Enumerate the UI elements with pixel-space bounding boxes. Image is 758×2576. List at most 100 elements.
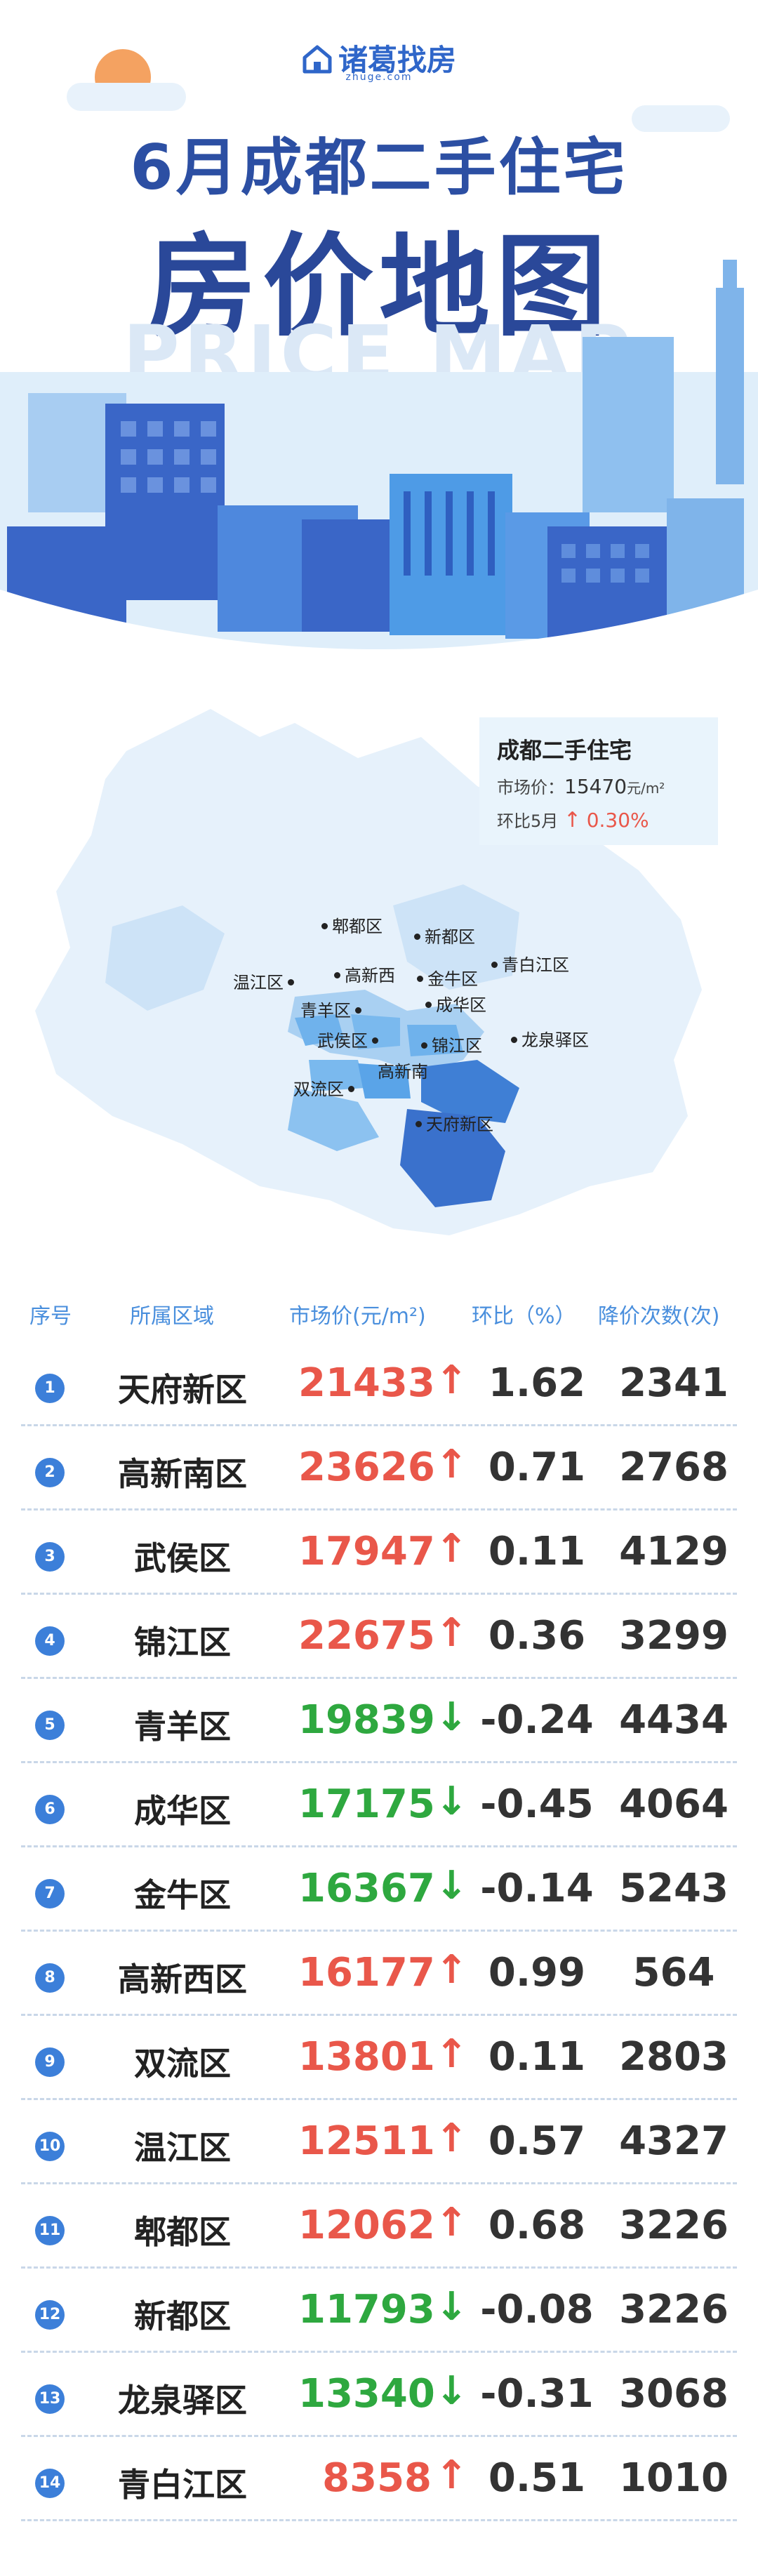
trend-up-icon: ↑ xyxy=(435,2116,468,2161)
table-row: 5 青羊区 19839 ↓ -0.24 4434 xyxy=(21,1679,737,1763)
change-value: 0.71 xyxy=(488,1445,586,1490)
trend-down-icon: ↓ xyxy=(435,2368,468,2414)
table-row: 8 高新西区 16177 ↑ 0.99 564 xyxy=(21,1932,737,2016)
table-row: 3 武侯区 17947 ↑ 0.11 4129 xyxy=(21,1511,737,1595)
change-value: 0.36 xyxy=(488,1613,586,1659)
cut-count: 5243 xyxy=(619,1866,729,1911)
map-label-jinniu: 金牛区 xyxy=(417,965,478,990)
table-row: 12 新都区 11793 ↓ -0.08 3226 xyxy=(21,2269,737,2353)
price-value: 15470 xyxy=(564,775,627,798)
cut-count: 564 xyxy=(632,1950,715,1996)
row-divider xyxy=(21,2182,737,2184)
price-value: 12062 xyxy=(298,2203,435,2248)
price-value: 13801 xyxy=(298,2034,435,2080)
price-value: 17947 xyxy=(298,1529,435,1574)
table-row: 14 青白江区 8358 ↑ 0.51 1010 xyxy=(21,2437,737,2521)
mom-label: 环比5月 xyxy=(497,811,559,831)
row-divider xyxy=(21,1761,737,1763)
page-subtitle: 房价地图 xyxy=(146,223,612,352)
map-label-longquanyi: 龙泉驿区 xyxy=(511,1026,589,1051)
cut-count: 1010 xyxy=(619,2455,729,2501)
cut-count: 3226 xyxy=(619,2287,729,2332)
table-row: 6 成华区 17175 ↓ -0.45 4064 xyxy=(21,1763,737,1847)
change-value: 0.57 xyxy=(488,2118,586,2164)
region-name: 锦江区 xyxy=(134,1624,231,1661)
row-divider xyxy=(21,2519,737,2521)
row-divider xyxy=(21,2435,737,2437)
table-row: 4 锦江区 22675 ↑ 0.36 3299 xyxy=(21,1595,737,1679)
hero-banner: 诸葛找房 zhuge.com 6月成都二手住宅 房价地图 PRICE MAP xyxy=(0,0,758,653)
price-value: 22675 xyxy=(298,1613,435,1659)
row-divider xyxy=(21,1845,737,1847)
trend-down-icon: ↓ xyxy=(435,1779,468,1824)
cut-count: 2803 xyxy=(619,2034,729,2080)
price-value: 12511 xyxy=(298,2118,435,2164)
map-label-qingbaijiang: 青白江区 xyxy=(491,951,569,976)
region-name: 青羊区 xyxy=(134,1708,231,1746)
cut-count: 4064 xyxy=(619,1781,729,1827)
rank-badge: 1 xyxy=(35,1374,65,1403)
header-region: 所属区域 xyxy=(130,1304,214,1329)
map-label-pidu: 郫都区 xyxy=(321,912,383,937)
header-price: 市场价(元/m²) xyxy=(289,1304,426,1329)
region-name: 高新西区 xyxy=(118,1960,247,1998)
cut-count: 4434 xyxy=(619,1697,729,1743)
rank-badge: 2 xyxy=(35,1458,65,1487)
mom-value: 0.30% xyxy=(586,809,649,832)
house-icon xyxy=(302,45,332,74)
table-header: 序号 所属区域 市场价(元/m²) 环比（%） 降价次数(次) xyxy=(0,1284,758,1334)
summary-price: 市场价：15470元/m² xyxy=(497,774,665,798)
price-value: 16177 xyxy=(298,1950,435,1996)
region-name: 高新南区 xyxy=(118,1455,247,1493)
map-label-jinjiang: 锦江区 xyxy=(421,1032,482,1056)
brand-sub: zhuge.com xyxy=(345,72,413,83)
trend-up-icon: ↑ xyxy=(435,1357,468,1403)
rank-badge: 5 xyxy=(35,1711,65,1740)
cut-count: 2341 xyxy=(619,1360,729,1406)
rank-badge: 11 xyxy=(35,2216,65,2245)
cut-count: 3068 xyxy=(619,2371,729,2417)
change-value: 0.11 xyxy=(488,1529,586,1574)
trend-up-icon: ↑ xyxy=(435,2452,468,2498)
trend-down-icon: ↓ xyxy=(435,2284,468,2330)
region-name: 成华区 xyxy=(134,1792,231,1830)
cut-count: 4129 xyxy=(619,1529,729,1574)
change-value: 1.62 xyxy=(488,1360,586,1406)
change-value: 0.99 xyxy=(488,1950,586,1996)
map-label-shuangliu: 双流区 xyxy=(293,1075,354,1100)
rank-badge: 12 xyxy=(35,2300,65,2330)
table-row: 2 高新南区 23626 ↑ 0.71 2768 xyxy=(21,1426,737,1511)
row-divider xyxy=(21,2014,737,2016)
price-value: 19839 xyxy=(298,1697,435,1743)
cut-count: 3299 xyxy=(619,1613,729,1659)
map-label-tianfu: 天府新区 xyxy=(415,1110,493,1135)
table-row: 7 金牛区 16367 ↓ -0.14 5243 xyxy=(21,1847,737,1932)
table-row: 13 龙泉驿区 13340 ↓ -0.31 3068 xyxy=(21,2353,737,2437)
map-label-gaoxinxi: 高新西 xyxy=(334,962,395,986)
price-label: 市场价： xyxy=(497,778,564,797)
region-name: 龙泉驿区 xyxy=(118,2382,247,2419)
row-divider xyxy=(21,1593,737,1595)
map-label-wuhou: 武侯区 xyxy=(317,1027,378,1051)
table-row: 1 天府新区 21433 ↑ 1.62 2341 xyxy=(21,1342,737,1426)
change-value: -0.14 xyxy=(480,1866,594,1911)
trend-up-icon: ↑ xyxy=(435,1526,468,1572)
map-label-gaoxinnan: 高新南 xyxy=(378,1062,428,1082)
trend-up-icon: ↑ xyxy=(435,1610,468,1656)
region-name: 天府新区 xyxy=(118,1371,247,1409)
header-rank: 序号 xyxy=(29,1304,72,1329)
region-name: 青白江区 xyxy=(118,2466,247,2504)
table-row: 9 双流区 13801 ↑ 0.11 2803 xyxy=(21,2016,737,2100)
row-divider xyxy=(21,2098,737,2100)
summary-card: 成都二手住宅 市场价：15470元/m² 环比5月 ↑ 0.30% xyxy=(479,717,718,845)
map-label-xindu: 新都区 xyxy=(414,923,475,948)
summary-title: 成都二手住宅 xyxy=(497,737,632,764)
cloud-decoration xyxy=(67,83,186,111)
trend-up-icon: ↑ xyxy=(435,1442,468,1487)
rank-badge: 8 xyxy=(35,1963,65,1993)
rank-badge: 14 xyxy=(35,2469,65,2498)
header-change: 环比（%） xyxy=(472,1304,576,1329)
price-value: 16367 xyxy=(298,1866,435,1911)
change-value: 0.68 xyxy=(488,2203,586,2248)
trend-up-icon: ↑ xyxy=(435,1947,468,1993)
